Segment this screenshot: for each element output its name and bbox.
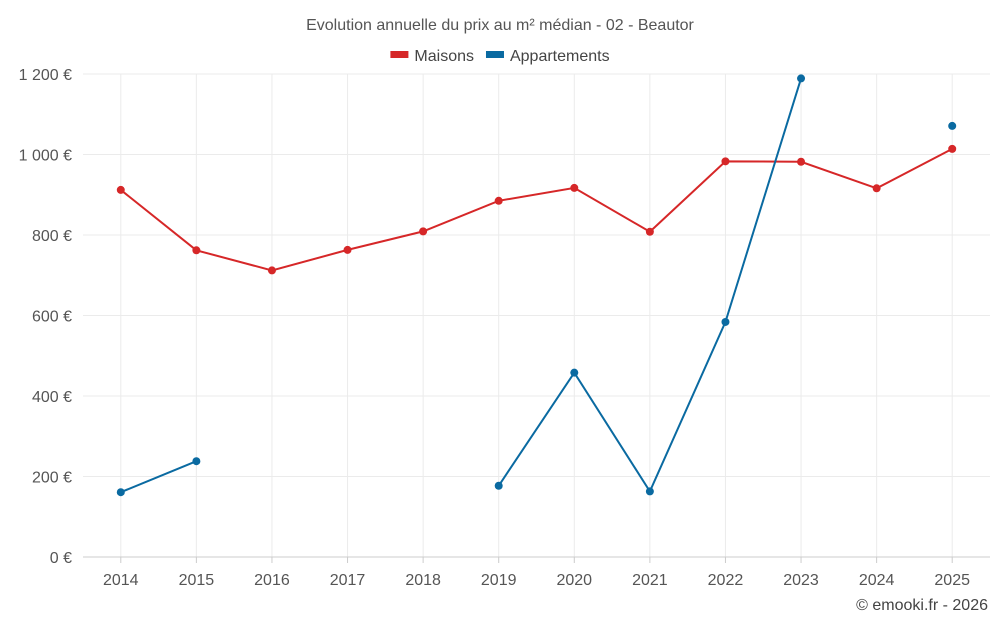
y-tick-label: 1 200 € <box>19 67 72 84</box>
x-tick-label: 2024 <box>859 572 895 589</box>
data-point-maisons[interactable] <box>797 157 806 166</box>
series-line-maisons <box>120 147 953 272</box>
x-tick-label: 2018 <box>405 572 441 589</box>
series-line-appartements <box>120 460 197 494</box>
x-tick-label: 2017 <box>330 572 366 589</box>
y-tick-label: 400 € <box>32 389 72 406</box>
x-tick-label: 2020 <box>556 572 592 589</box>
x-tick-label: 2023 <box>783 572 819 589</box>
text-layer: Evolution annuelle du prix au m² médian … <box>306 17 988 614</box>
data-point-appartements[interactable] <box>948 121 957 130</box>
data-point-appartements[interactable] <box>116 488 125 497</box>
series-layer <box>116 74 957 497</box>
data-point-appartements[interactable] <box>797 74 806 83</box>
data-point-appartements[interactable] <box>645 487 654 496</box>
y-tick-label: 600 € <box>32 309 72 326</box>
legend-swatch-appartements[interactable] <box>485 51 504 58</box>
legend-label-maisons: Maisons <box>414 48 474 65</box>
legend[interactable]: Maisons Appartements <box>390 48 610 65</box>
data-point-maisons[interactable] <box>419 227 428 236</box>
grid-layer <box>83 73 990 557</box>
data-point-maisons[interactable] <box>494 196 503 205</box>
x-tick-label: 2025 <box>934 572 970 589</box>
data-point-maisons[interactable] <box>872 184 881 193</box>
legend-label-appartements: Appartements <box>510 48 610 65</box>
y-tick-label: 200 € <box>32 470 72 487</box>
y-tick-label: 800 € <box>32 228 72 245</box>
copyright-credit: © emooki.fr - 2026 <box>856 597 988 614</box>
axis-layer: 0 € 200 € 400 € 600 € 800 € 1 000 € 1 200 € 201… <box>19 67 990 589</box>
y-tick-label: 1 000 € <box>19 148 72 165</box>
data-point-maisons[interactable] <box>645 227 654 236</box>
data-point-appartements[interactable] <box>721 317 730 326</box>
series-appartements <box>116 74 957 497</box>
data-point-maisons[interactable] <box>343 245 352 254</box>
data-point-maisons[interactable] <box>948 144 957 153</box>
legend-swatch-maisons[interactable] <box>390 51 409 58</box>
x-tick-label: 2019 <box>481 572 517 589</box>
data-point-appartements[interactable] <box>192 457 201 466</box>
x-tick-label: 2016 <box>254 572 290 589</box>
data-point-maisons[interactable] <box>267 266 276 275</box>
x-tick-label: 2021 <box>632 572 668 589</box>
data-point-maisons[interactable] <box>721 157 730 166</box>
x-tick-label: 2014 <box>103 572 139 589</box>
series-maisons <box>116 144 957 275</box>
y-tick-label: 0 € <box>50 550 72 567</box>
x-tick-label: 2015 <box>179 572 215 589</box>
data-point-appartements[interactable] <box>570 368 579 377</box>
data-point-maisons[interactable] <box>570 183 579 192</box>
data-point-maisons[interactable] <box>116 185 125 194</box>
data-point-maisons[interactable] <box>192 246 201 255</box>
x-tick-label: 2022 <box>708 572 744 589</box>
chart-title: Evolution annuelle du prix au m² médian … <box>306 17 694 34</box>
data-point-appartements[interactable] <box>494 481 503 490</box>
